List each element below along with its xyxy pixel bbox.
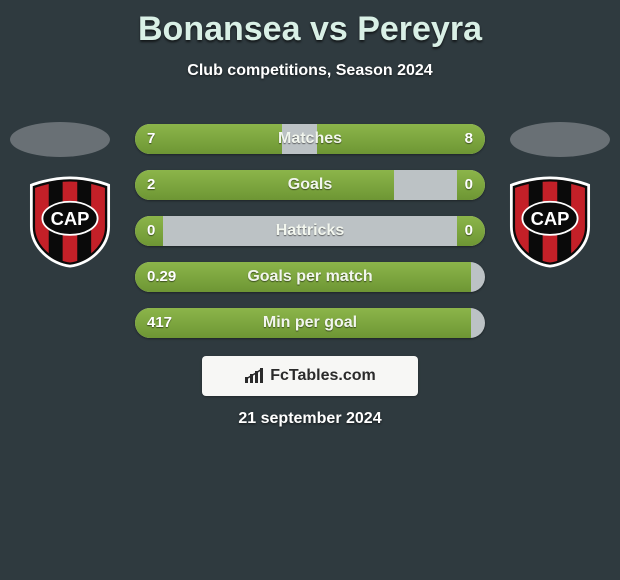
- stat-label: Min per goal: [135, 308, 485, 338]
- date-text: 21 september 2024: [0, 410, 620, 428]
- subtitle: Club competitions, Season 2024: [0, 62, 620, 80]
- shield-icon: CAP: [24, 176, 116, 268]
- brand-badge[interactable]: FcTables.com: [202, 356, 418, 396]
- stat-row-goals-per-match: 0.29 Goals per match: [135, 262, 485, 292]
- svg-text:CAP: CAP: [531, 208, 570, 229]
- comparison-card: Bonansea vs Pereyra Club competitions, S…: [0, 0, 620, 580]
- stat-row-hattricks: 0 0 Hattricks: [135, 216, 485, 246]
- stat-label: Matches: [135, 124, 485, 154]
- page-title: Bonansea vs Pereyra: [0, 10, 620, 49]
- stat-label: Goals per match: [135, 262, 485, 292]
- stat-row-min-per-goal: 417 Min per goal: [135, 308, 485, 338]
- player-avatar-right: [510, 122, 610, 157]
- shield-icon: CAP: [504, 176, 596, 268]
- club-badge-right: CAP: [504, 176, 596, 268]
- player-avatar-left: [10, 122, 110, 157]
- club-badge-left: CAP: [24, 176, 116, 268]
- stat-row-matches: 7 8 Matches: [135, 124, 485, 154]
- stat-label: Hattricks: [135, 216, 485, 246]
- barchart-icon: [244, 368, 264, 384]
- brand-text: FcTables.com: [270, 367, 376, 385]
- stats-panel: 7 8 Matches 2 0 Goals 0 0 Hattricks 0.29…: [135, 124, 485, 354]
- svg-text:CAP: CAP: [51, 208, 90, 229]
- stat-label: Goals: [135, 170, 485, 200]
- stat-row-goals: 2 0 Goals: [135, 170, 485, 200]
